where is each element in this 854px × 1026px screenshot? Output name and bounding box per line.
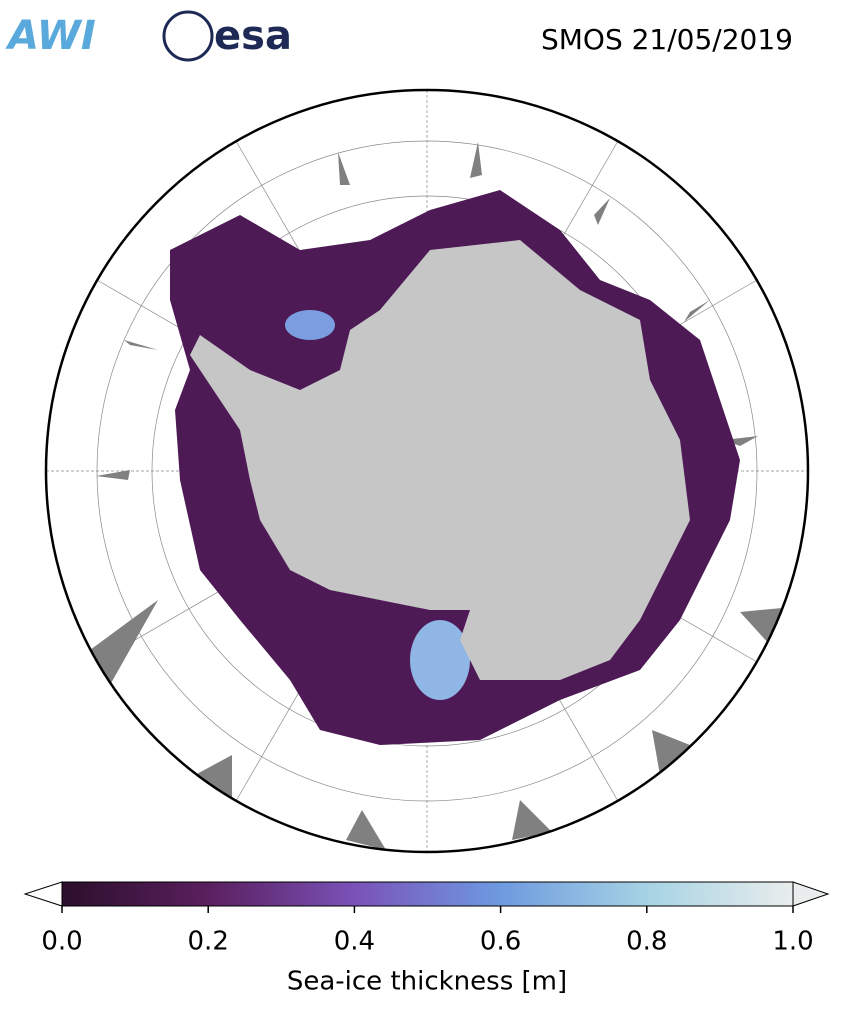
title: SMOS 21/05/2019 [541,23,793,56]
logo-esa-mark [162,10,214,62]
logo-awi: AWI [5,13,96,59]
colorbar-tick-label: 0.0 [41,927,82,957]
antarctica [190,240,690,680]
colorbar-tick-label: 0.6 [480,927,521,957]
colorbar-extend-high [792,881,830,907]
colorbar-tick-label: 1.0 [772,927,813,957]
map-frame [44,88,810,854]
colorbar-tick-label: 0.2 [188,927,229,957]
colorbar-label: Sea-ice thickness [m] [287,967,567,997]
colorbar [23,881,830,907]
colorbar-tick-label: 0.4 [334,927,375,957]
logo-esa: esa [214,13,292,59]
map [46,90,808,852]
colorbar-extend-low [23,881,63,907]
colorbar-ramp [61,881,794,907]
colorbar-tick-label: 0.8 [626,927,667,957]
land-islands [90,142,782,850]
